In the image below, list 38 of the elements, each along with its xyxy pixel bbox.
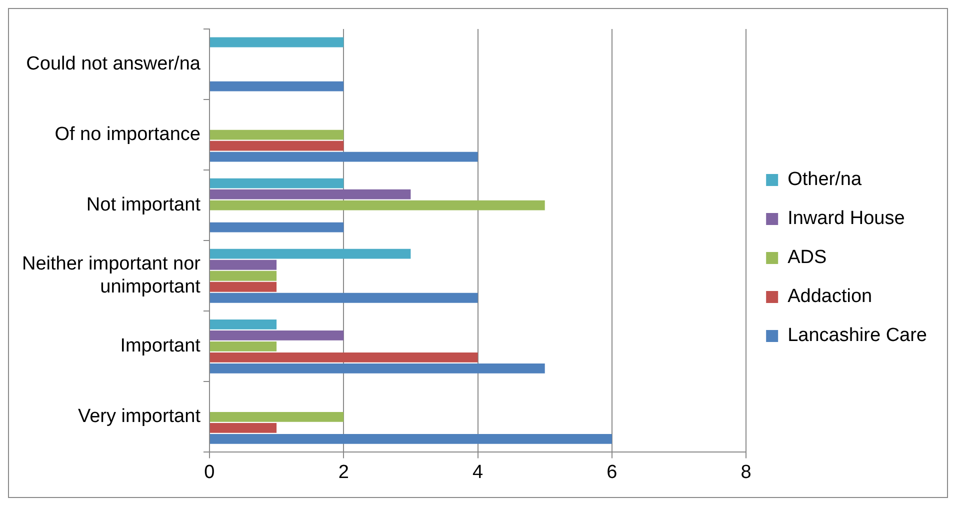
- bar: [210, 37, 344, 48]
- bar: [210, 412, 344, 422]
- bar: [210, 292, 478, 303]
- y-tick-label: Of no importance: [54, 124, 200, 146]
- bar: [210, 189, 411, 200]
- x-tick-label: 8: [740, 462, 752, 483]
- x-tick-label: 0: [204, 462, 215, 483]
- bar: [210, 248, 411, 259]
- bar: [210, 352, 478, 362]
- bar: [210, 178, 344, 188]
- bar: [210, 81, 344, 92]
- y-tick-label: Neither important nor unimportant: [22, 254, 202, 298]
- legend-label: Other/na: [788, 169, 862, 190]
- legend-label: ADS: [788, 247, 827, 268]
- bar: [210, 363, 545, 374]
- bar: [210, 422, 277, 433]
- bar: [210, 130, 344, 140]
- bar: [210, 341, 277, 352]
- x-tick-label: 6: [606, 462, 618, 483]
- y-tick-label: Not important: [86, 194, 202, 216]
- legend-label: Addaction: [788, 286, 872, 308]
- bar: [210, 222, 344, 232]
- bar: [210, 434, 612, 444]
- bar: [210, 140, 344, 151]
- bar: [210, 270, 277, 281]
- y-tick-label: Important: [120, 336, 202, 357]
- bar: [210, 330, 344, 340]
- x-tick-label: 4: [472, 462, 484, 483]
- bar: [210, 152, 478, 162]
- bar: [210, 319, 277, 330]
- bar: [210, 200, 545, 210]
- x-tick-label: 2: [338, 462, 349, 483]
- bar: [210, 282, 277, 292]
- legend-label: Inward House: [788, 208, 905, 230]
- y-tick-label: Very important: [78, 406, 202, 428]
- legend-label: Lancashire Care: [788, 325, 928, 346]
- bar: [210, 260, 277, 270]
- y-tick-label: Could not answer/na: [26, 54, 201, 74]
